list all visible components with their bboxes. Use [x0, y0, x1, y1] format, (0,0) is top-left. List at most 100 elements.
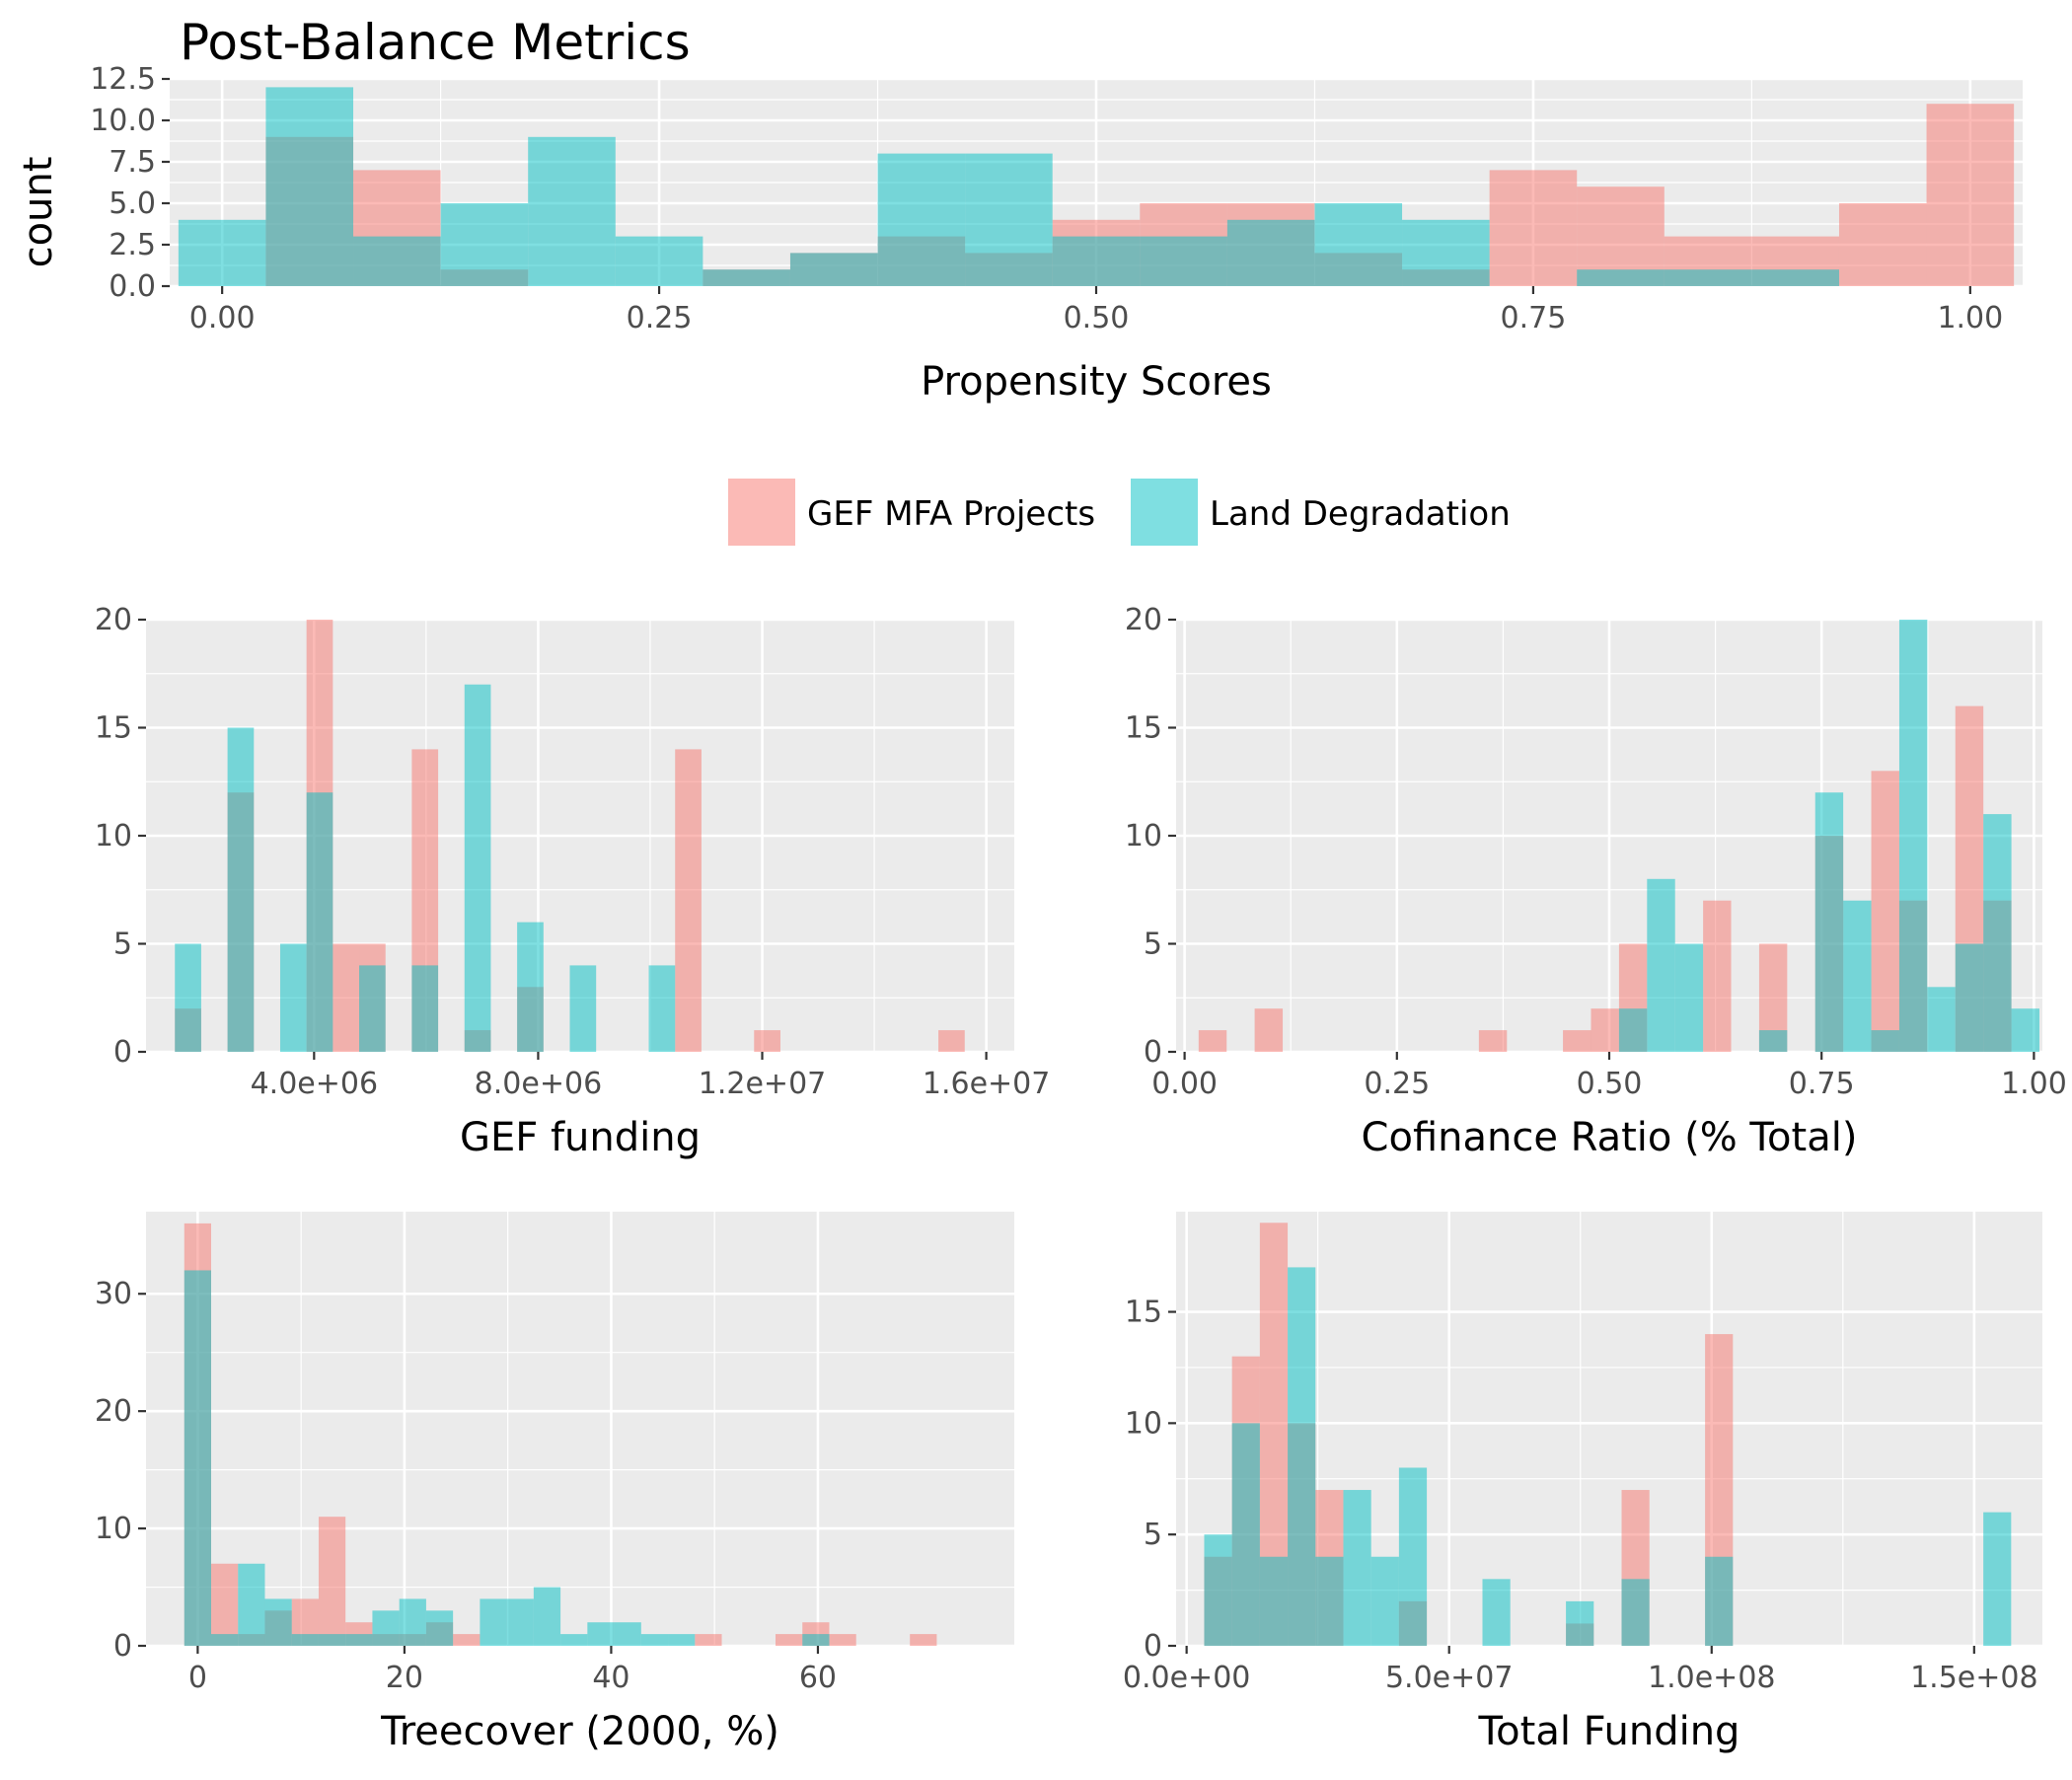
histogram-bar — [1198, 1030, 1227, 1052]
histogram-bar — [464, 684, 491, 1052]
histogram-bar — [1871, 771, 1899, 1052]
series-land-degradation — [175, 684, 676, 1052]
y-tick-label: 20 — [95, 603, 132, 637]
x-axis-title: Total Funding — [1478, 1709, 1740, 1754]
x-tick-label: 0.75 — [1789, 1067, 1855, 1101]
histogram-bar — [1343, 1490, 1371, 1646]
histogram-bar — [877, 153, 966, 286]
x-tick-label: 1.00 — [1937, 301, 2003, 335]
histogram-bar — [1703, 900, 1732, 1052]
histogram-bar — [1983, 1512, 2012, 1646]
histogram-bar — [776, 1634, 803, 1646]
histogram-bar — [1751, 269, 1839, 286]
histogram-bar — [965, 153, 1053, 286]
y-axis-title: count — [16, 157, 61, 268]
histogram-bar — [1705, 1556, 1734, 1646]
histogram-bar — [211, 1563, 239, 1646]
histogram-bar — [1288, 1267, 1316, 1646]
histogram-bar — [1140, 236, 1227, 286]
histogram-bar — [211, 1634, 239, 1646]
histogram-bar — [910, 1634, 937, 1646]
x-tick-label: 60 — [799, 1661, 837, 1695]
histogram-bar — [1674, 943, 1704, 1052]
histogram-bar — [238, 1563, 265, 1646]
histogram-bar — [1231, 1423, 1260, 1646]
x-tick-label: 20 — [386, 1661, 423, 1695]
y-tick-label: 0.0 — [109, 269, 156, 304]
histogram-bar — [1259, 1556, 1289, 1646]
y-tick-label: 5 — [1144, 1518, 1162, 1552]
y-tick-label: 5.0 — [109, 186, 156, 221]
histogram-bar — [480, 1598, 507, 1646]
x-tick-label: 4.0e+06 — [251, 1067, 378, 1101]
histogram-bar — [1621, 1579, 1650, 1646]
x-tick-label: 1.0e+08 — [1648, 1661, 1775, 1695]
histogram-bar — [703, 269, 790, 286]
histogram-bar — [1314, 203, 1403, 286]
histogram-bar — [353, 236, 441, 286]
series-land-degradation — [178, 87, 1839, 287]
x-tick-label: 0.50 — [1577, 1067, 1643, 1101]
panel-cofinance: 0.00 0.25 0.50 0.75 1.00 0 5 10 15 20 Cofinance Ra… — [1125, 603, 2067, 1160]
histogram-bar — [1226, 219, 1315, 286]
histogram-bar — [1577, 269, 1665, 286]
y-tick-label: 0 — [113, 1629, 132, 1664]
histogram-bar — [587, 1622, 615, 1646]
histogram-bar — [1664, 269, 1752, 286]
histogram-bar — [1927, 987, 1956, 1052]
histogram-bar — [648, 965, 676, 1052]
histogram-bar — [1402, 219, 1490, 286]
histogram-bar — [1618, 1008, 1648, 1052]
y-tick-label: 12.5 — [90, 62, 156, 97]
histogram-bar — [175, 943, 201, 1052]
histogram-bar — [1814, 792, 1844, 1052]
x-tick-label: 1.6e+07 — [923, 1067, 1050, 1101]
series-land-degradation — [184, 1270, 830, 1646]
x-axis-title: Propensity Scores — [921, 359, 1272, 405]
histogram-bar — [178, 219, 266, 286]
y-tick-label: 10 — [95, 819, 132, 853]
x-axis-title: GEF funding — [460, 1115, 701, 1160]
x-tick-label: 0.0e+00 — [1123, 1661, 1250, 1695]
histogram-bar — [1478, 1030, 1508, 1052]
legend: GEF MFA Projects Land Degradation — [728, 479, 1511, 546]
histogram-bar — [829, 1634, 856, 1646]
y-tick-label: 30 — [95, 1277, 132, 1311]
legend-label-ld: Land Degradation — [1210, 494, 1511, 534]
x-tick-label: 0 — [188, 1661, 207, 1695]
legend-label-gef: GEF MFA Projects — [807, 494, 1095, 534]
panel-propensity: 0.00 0.25 0.50 0.75 1.00 0.0 2.5 5.0 7.5 10.0 12.5… — [90, 62, 2023, 405]
histogram-bar — [1489, 170, 1578, 286]
histogram-bar — [1898, 620, 1928, 1052]
histogram-bar — [265, 87, 354, 287]
y-tick-label: 10 — [95, 1512, 132, 1546]
x-tick-label: 0.25 — [1364, 1067, 1430, 1101]
histogram-bar — [1482, 1579, 1511, 1646]
histogram-bar — [506, 1598, 534, 1646]
histogram-bar — [615, 236, 703, 286]
histogram-bar — [1254, 1008, 1284, 1052]
x-tick-label: 0.50 — [1064, 301, 1130, 335]
histogram-bar — [560, 1634, 588, 1646]
y-tick-label: 10 — [1125, 1406, 1162, 1441]
histogram-bar — [1315, 1556, 1344, 1646]
histogram-bar — [668, 1634, 696, 1646]
histogram-bar — [1566, 1600, 1594, 1646]
x-tick-label: 8.0e+06 — [475, 1067, 602, 1101]
panel-gef-funding: 4.0e+06 8.0e+06 1.2e+07 1.6e+07 0 5 10 15 20 GEF … — [95, 603, 1051, 1160]
y-tick-label: 2.5 — [109, 228, 156, 262]
histogram-bar — [1204, 1534, 1232, 1646]
legend-key-gef — [728, 479, 795, 546]
x-tick-label: 0.00 — [189, 301, 256, 335]
histogram-bar — [279, 943, 307, 1052]
histogram-bar — [440, 203, 529, 286]
histogram-bar — [528, 136, 616, 286]
y-tick-label: 20 — [1125, 603, 1162, 637]
histogram-bar — [1838, 203, 1927, 286]
histogram-bar — [399, 1598, 426, 1646]
series-land-degradation — [1618, 620, 2039, 1052]
histogram-bar — [291, 1634, 319, 1646]
histogram-bar — [1052, 236, 1141, 286]
histogram-bar — [517, 922, 544, 1052]
